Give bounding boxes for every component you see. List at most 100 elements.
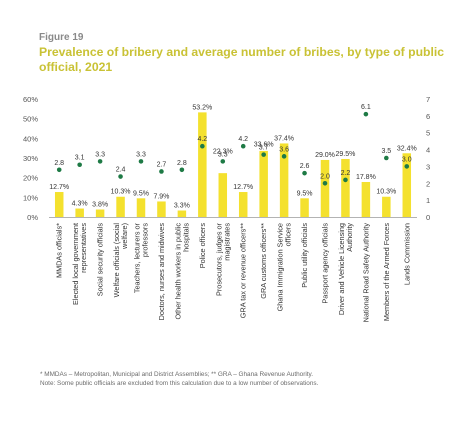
category-label: Welfare officials (socialwelfare) — [112, 223, 129, 298]
dot-18 — [404, 164, 410, 169]
bar-value-label: 12.7% — [233, 184, 253, 191]
bar-value-label: 37.4% — [274, 135, 294, 142]
category-label: National Road Safety Authority — [361, 223, 370, 323]
category-label: Social security officials — [96, 223, 105, 297]
category-label: MMDAs officials* — [55, 223, 64, 278]
dot-3 — [97, 159, 103, 164]
dot-value-label: 2.7 — [157, 161, 167, 168]
category-label: Ghana Immigration Serviceofficers — [276, 223, 293, 312]
dot-6 — [159, 169, 164, 174]
bar-7 — [177, 210, 187, 217]
bar-9 — [218, 173, 228, 217]
dot-value-label: 3.5 — [381, 148, 391, 155]
dot-value-label: 3.3 — [218, 151, 228, 158]
dot-value-label: 2.0 — [320, 173, 330, 180]
dot-value-label: 3.0 — [402, 156, 412, 163]
dot-8 — [200, 143, 205, 149]
bar-value-label: 10.3% — [111, 189, 131, 196]
bar-10 — [238, 192, 248, 217]
bar-17 — [382, 196, 391, 217]
dot-value-label: 2.2 — [341, 170, 351, 177]
dot-value-label: 4.2 — [197, 136, 207, 143]
dot-14 — [322, 180, 328, 186]
dot-value-label: 3.6 — [279, 146, 289, 153]
dot-value-label: 4.2 — [238, 136, 248, 143]
dot-13 — [302, 170, 307, 176]
dot-value-label: 6.1 — [361, 104, 371, 111]
category-label: Prosecutors, judges ormagistrates — [214, 222, 231, 296]
bar-2 — [75, 208, 84, 217]
bar-5 — [136, 198, 146, 217]
category-label: Members of the Armed Forces — [382, 223, 391, 321]
bar-13 — [300, 198, 309, 217]
bar-value-label: 4.3% — [72, 201, 88, 208]
left-axis-tick-label: 20% — [23, 174, 38, 183]
bar-value-label: 22.3% — [213, 148, 233, 155]
dot-16 — [363, 111, 369, 117]
category-label: Passport agency officials — [321, 223, 330, 304]
figure-label: Figure 19 — [39, 32, 84, 43]
bar-value-label: 7.9% — [153, 193, 169, 200]
dot-value-label: 2.8 — [54, 160, 64, 167]
dot-1 — [56, 167, 62, 173]
left-axis-tick-label: 30% — [23, 154, 38, 163]
left-axis-tick-label: 40% — [23, 134, 38, 143]
bar-12 — [279, 143, 289, 217]
bar-value-label: 3.3% — [174, 203, 190, 210]
dot-value-label: 3.3 — [95, 151, 105, 158]
footnotes: * MMDAs – Metropolitan, Municipal and Di… — [40, 370, 450, 388]
category-label: Teachers, lecturers orprofessors — [133, 222, 150, 293]
category-label: Other health workers in publichospitals — [173, 223, 190, 320]
bar-8 — [198, 112, 207, 217]
right-axis-tick-label: 2 — [426, 179, 430, 188]
dot-value-label: 2.8 — [177, 160, 187, 167]
dot-15 — [343, 177, 348, 183]
category-label: GRA tax or revenue officers** — [239, 223, 248, 318]
footnote-note: Note: Some public officials are excluded… — [40, 380, 319, 387]
bar-3 — [95, 209, 105, 217]
bar-value-label: 3.8% — [92, 202, 108, 209]
category-label: Lands Commission — [402, 223, 411, 285]
right-axis-tick-label: 6 — [426, 112, 430, 121]
bar-15 — [341, 158, 350, 217]
right-axis-tick-label: 5 — [426, 129, 430, 138]
dot-value-label: 3.3 — [136, 151, 146, 158]
bar-4 — [116, 196, 125, 217]
dot-4 — [118, 174, 123, 179]
dot-17 — [384, 155, 389, 161]
dot-10 — [240, 143, 246, 149]
dot-5 — [138, 159, 144, 164]
chart-title: Prevalence of bribery and average number… — [39, 45, 445, 74]
bar-11 — [259, 150, 268, 217]
bar-value-label: 10.3% — [376, 189, 396, 196]
bar-1 — [54, 192, 64, 217]
bar-18 — [402, 153, 412, 217]
left-axis-tick-label: 0% — [27, 213, 38, 222]
dot-11 — [261, 152, 266, 157]
left-axis-tick-label: 60% — [23, 95, 38, 104]
bar-value-label: 17.8% — [356, 174, 376, 181]
right-axis-tick-label: 3 — [426, 162, 430, 171]
bar-value-label: 29.5% — [336, 151, 356, 158]
category-label: Public utility officials — [300, 223, 309, 288]
category-label: Doctors, nurses and midwives — [157, 223, 166, 321]
left-axis-tick-label: 50% — [23, 115, 38, 124]
right-axis-tick-label: 0 — [426, 213, 430, 222]
bar-value-label: 9.5% — [133, 190, 149, 197]
right-axis-tick-label: 4 — [426, 146, 430, 155]
bar-value-label: 32.4% — [397, 145, 417, 152]
dot-2 — [77, 162, 82, 168]
left-axis-tick-label: 10% — [23, 193, 38, 202]
category-label: Elected local governmentrepresentatives — [71, 223, 88, 305]
dot-value-label: 2.6 — [300, 163, 310, 170]
dot-9 — [220, 159, 226, 164]
right-axis-tick-label: 7 — [426, 95, 430, 104]
footnote-abbreviations: * MMDAs – Metropolitan, Municipal and Di… — [40, 371, 314, 378]
bar-16 — [361, 181, 371, 217]
category-label: Driver and Vehicle LicensingAuthority — [337, 223, 354, 315]
dot-value-label: 2.4 — [116, 167, 126, 174]
bar-value-label: 33.6% — [254, 142, 274, 149]
dot-value-label: 3.7 — [259, 145, 269, 152]
category-label: GRA customs officers** — [259, 223, 268, 299]
category-label: Police officers — [198, 223, 207, 269]
